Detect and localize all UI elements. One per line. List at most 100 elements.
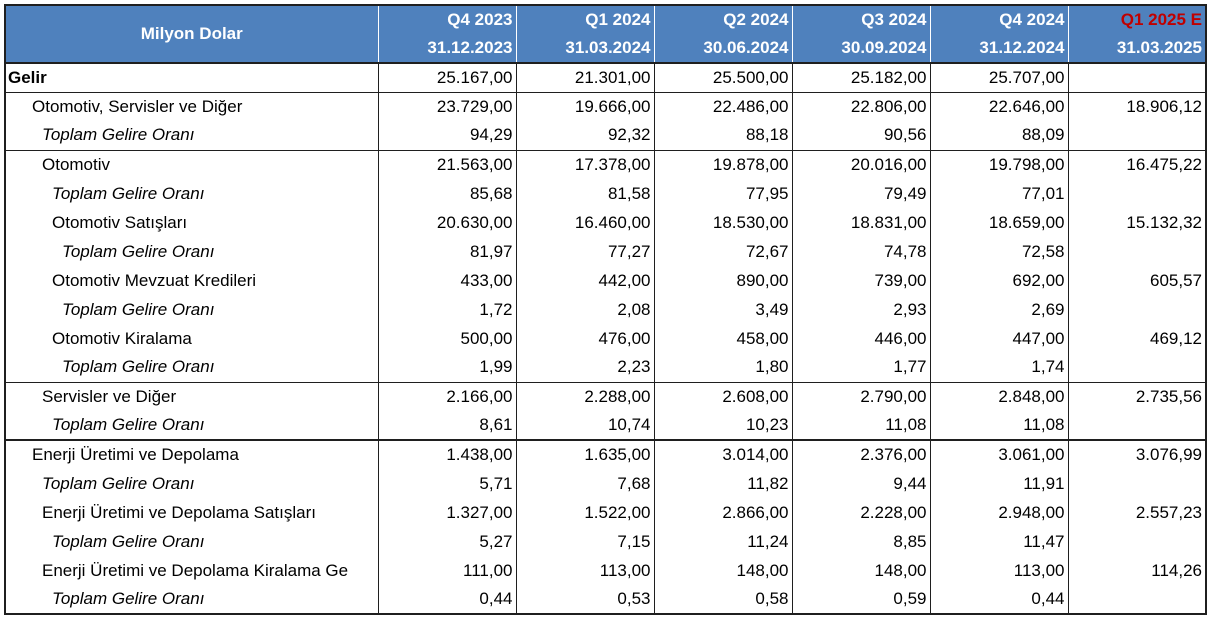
column-header-quarter: Q4 2024 (929, 4, 1068, 34)
table-row: Otomotiv 21.563,00 17.378,00 19.878,00 20.01… (4, 149, 1207, 179)
value-cell: 77,95 (653, 179, 792, 208)
value-cell: 113,00 (515, 556, 654, 585)
value-cell: 74,78 (791, 237, 930, 266)
table-row: Toplam Gelire Oranı 94,29 92,32 88,18 90,56 8… (4, 121, 1207, 150)
value-cell: 0,58 (653, 585, 792, 615)
value-cell: 17.378,00 (515, 149, 654, 179)
value-cell: 15.132,32 (1067, 208, 1207, 237)
column-header-quarter: Q2 2024 (653, 4, 792, 34)
value-cell: 1,77 (791, 353, 930, 382)
value-cell: 8,85 (791, 527, 930, 556)
value-cell: 11,24 (653, 527, 792, 556)
value-cell: 7,68 (515, 469, 654, 498)
table-row: Otomotiv Kiralama 500,00 476,00 458,00 446,0… (4, 324, 1207, 353)
value-cell: 77,01 (929, 179, 1068, 208)
row-label: Servisler ve Diğer (4, 381, 378, 411)
value-cell: 2.608,00 (653, 381, 792, 411)
column-header-quarter: Q4 2023 (377, 4, 516, 34)
table-row: Otomotiv Satışları 20.630,00 16.460,00 18.5… (4, 208, 1207, 237)
value-cell: 79,49 (791, 179, 930, 208)
value-cell: 77,27 (515, 237, 654, 266)
value-cell: 148,00 (653, 556, 792, 585)
table-row: Otomotiv Mevzuat Kredileri 433,00 442,00 89… (4, 266, 1207, 295)
table-row: Servisler ve Diğer 2.166,00 2.288,00 2.608,… (4, 381, 1207, 411)
value-cell: 500,00 (377, 324, 516, 353)
value-cell: 2.288,00 (515, 381, 654, 411)
table-row: Enerji Üretimi ve Depolama Satışları 1.32… (4, 498, 1207, 527)
value-cell: 11,82 (653, 469, 792, 498)
value-cell: 19.798,00 (929, 149, 1068, 179)
value-cell: 90,56 (791, 121, 930, 150)
value-cell: 94,29 (377, 121, 516, 150)
table-header: Milyon Dolar Q4 2023 Q1 2024 Q2 2024 Q3 202… (4, 4, 1207, 64)
value-cell: 2.228,00 (791, 498, 930, 527)
value-cell: 8,61 (377, 411, 516, 440)
value-cell: 21.563,00 (377, 149, 516, 179)
value-cell: 10,23 (653, 411, 792, 440)
value-cell (1067, 527, 1207, 556)
value-cell: 1.635,00 (515, 439, 654, 469)
value-cell: 2,69 (929, 295, 1068, 324)
value-cell: 25.182,00 (791, 62, 930, 93)
column-header-date: 31.12.2024 (929, 34, 1068, 63)
value-cell (1067, 237, 1207, 266)
column-header-date: 31.03.2024 (515, 34, 654, 63)
value-cell: 11,91 (929, 469, 1068, 498)
row-label: Gelir (4, 62, 378, 93)
revenue-table: Milyon Dolar Q4 2023 Q1 2024 Q2 2024 Q3 202… (4, 4, 1207, 615)
row-label-ratio: Toplam Gelire Oranı (4, 411, 378, 440)
value-cell: 3.076,99 (1067, 439, 1207, 469)
value-cell: 2.557,23 (1067, 498, 1207, 527)
value-cell: 20.016,00 (791, 149, 930, 179)
value-cell (1067, 411, 1207, 440)
row-label-ratio: Toplam Gelire Oranı (4, 527, 378, 556)
value-cell: 148,00 (791, 556, 930, 585)
column-header-quarter: Q3 2024 (791, 4, 930, 34)
value-cell: 113,00 (929, 556, 1068, 585)
value-cell (1067, 121, 1207, 150)
value-cell: 0,53 (515, 585, 654, 615)
value-cell: 25.500,00 (653, 62, 792, 93)
row-label: Otomotiv Mevzuat Kredileri (4, 266, 378, 295)
row-label-ratio: Toplam Gelire Oranı (4, 585, 378, 615)
row-label: Otomotiv (4, 149, 378, 179)
row-label: Enerji Üretimi ve Depolama Satışları (4, 498, 378, 527)
value-cell: 1,72 (377, 295, 516, 324)
value-cell: 88,18 (653, 121, 792, 150)
value-cell: 18.831,00 (791, 208, 930, 237)
table-row: Toplam Gelire Oranı 81,97 77,27 72,67 74,78 7… (4, 237, 1207, 266)
row-label-ratio: Toplam Gelire Oranı (4, 179, 378, 208)
table-row: Enerji Üretimi ve Depolama Kiralama Ge 11… (4, 556, 1207, 585)
value-cell: 18.659,00 (929, 208, 1068, 237)
row-label-ratio: Toplam Gelire Oranı (4, 353, 378, 382)
value-cell (1067, 353, 1207, 382)
value-cell: 5,27 (377, 527, 516, 556)
corner-label: Milyon Dolar (4, 4, 378, 64)
value-cell: 2,23 (515, 353, 654, 382)
value-cell: 3.014,00 (653, 439, 792, 469)
value-cell: 2.790,00 (791, 381, 930, 411)
value-cell: 11,08 (929, 411, 1068, 440)
value-cell: 3.061,00 (929, 439, 1068, 469)
value-cell: 7,15 (515, 527, 654, 556)
value-cell: 0,59 (791, 585, 930, 615)
value-cell (1067, 179, 1207, 208)
table-row: Otomotiv, Servisler ve Diğer 23.729,00 19.… (4, 91, 1207, 121)
value-cell: 0,44 (929, 585, 1068, 615)
value-cell: 81,97 (377, 237, 516, 266)
row-label-ratio: Toplam Gelire Oranı (4, 295, 378, 324)
value-cell: 447,00 (929, 324, 1068, 353)
table-row: Toplam Gelire Oranı 1,99 2,23 1,80 1,77 1,74 (4, 353, 1207, 382)
value-cell: 10,74 (515, 411, 654, 440)
value-cell: 2.166,00 (377, 381, 516, 411)
value-cell: 605,57 (1067, 266, 1207, 295)
value-cell: 22.646,00 (929, 91, 1068, 121)
value-cell: 469,12 (1067, 324, 1207, 353)
value-cell: 22.806,00 (791, 91, 930, 121)
value-cell: 85,68 (377, 179, 516, 208)
value-cell: 890,00 (653, 266, 792, 295)
value-cell: 5,71 (377, 469, 516, 498)
value-cell: 16.475,22 (1067, 149, 1207, 179)
table-row: Enerji Üretimi ve Depolama 1.438,00 1.635,… (4, 439, 1207, 469)
row-label-ratio: Toplam Gelire Oranı (4, 121, 378, 150)
